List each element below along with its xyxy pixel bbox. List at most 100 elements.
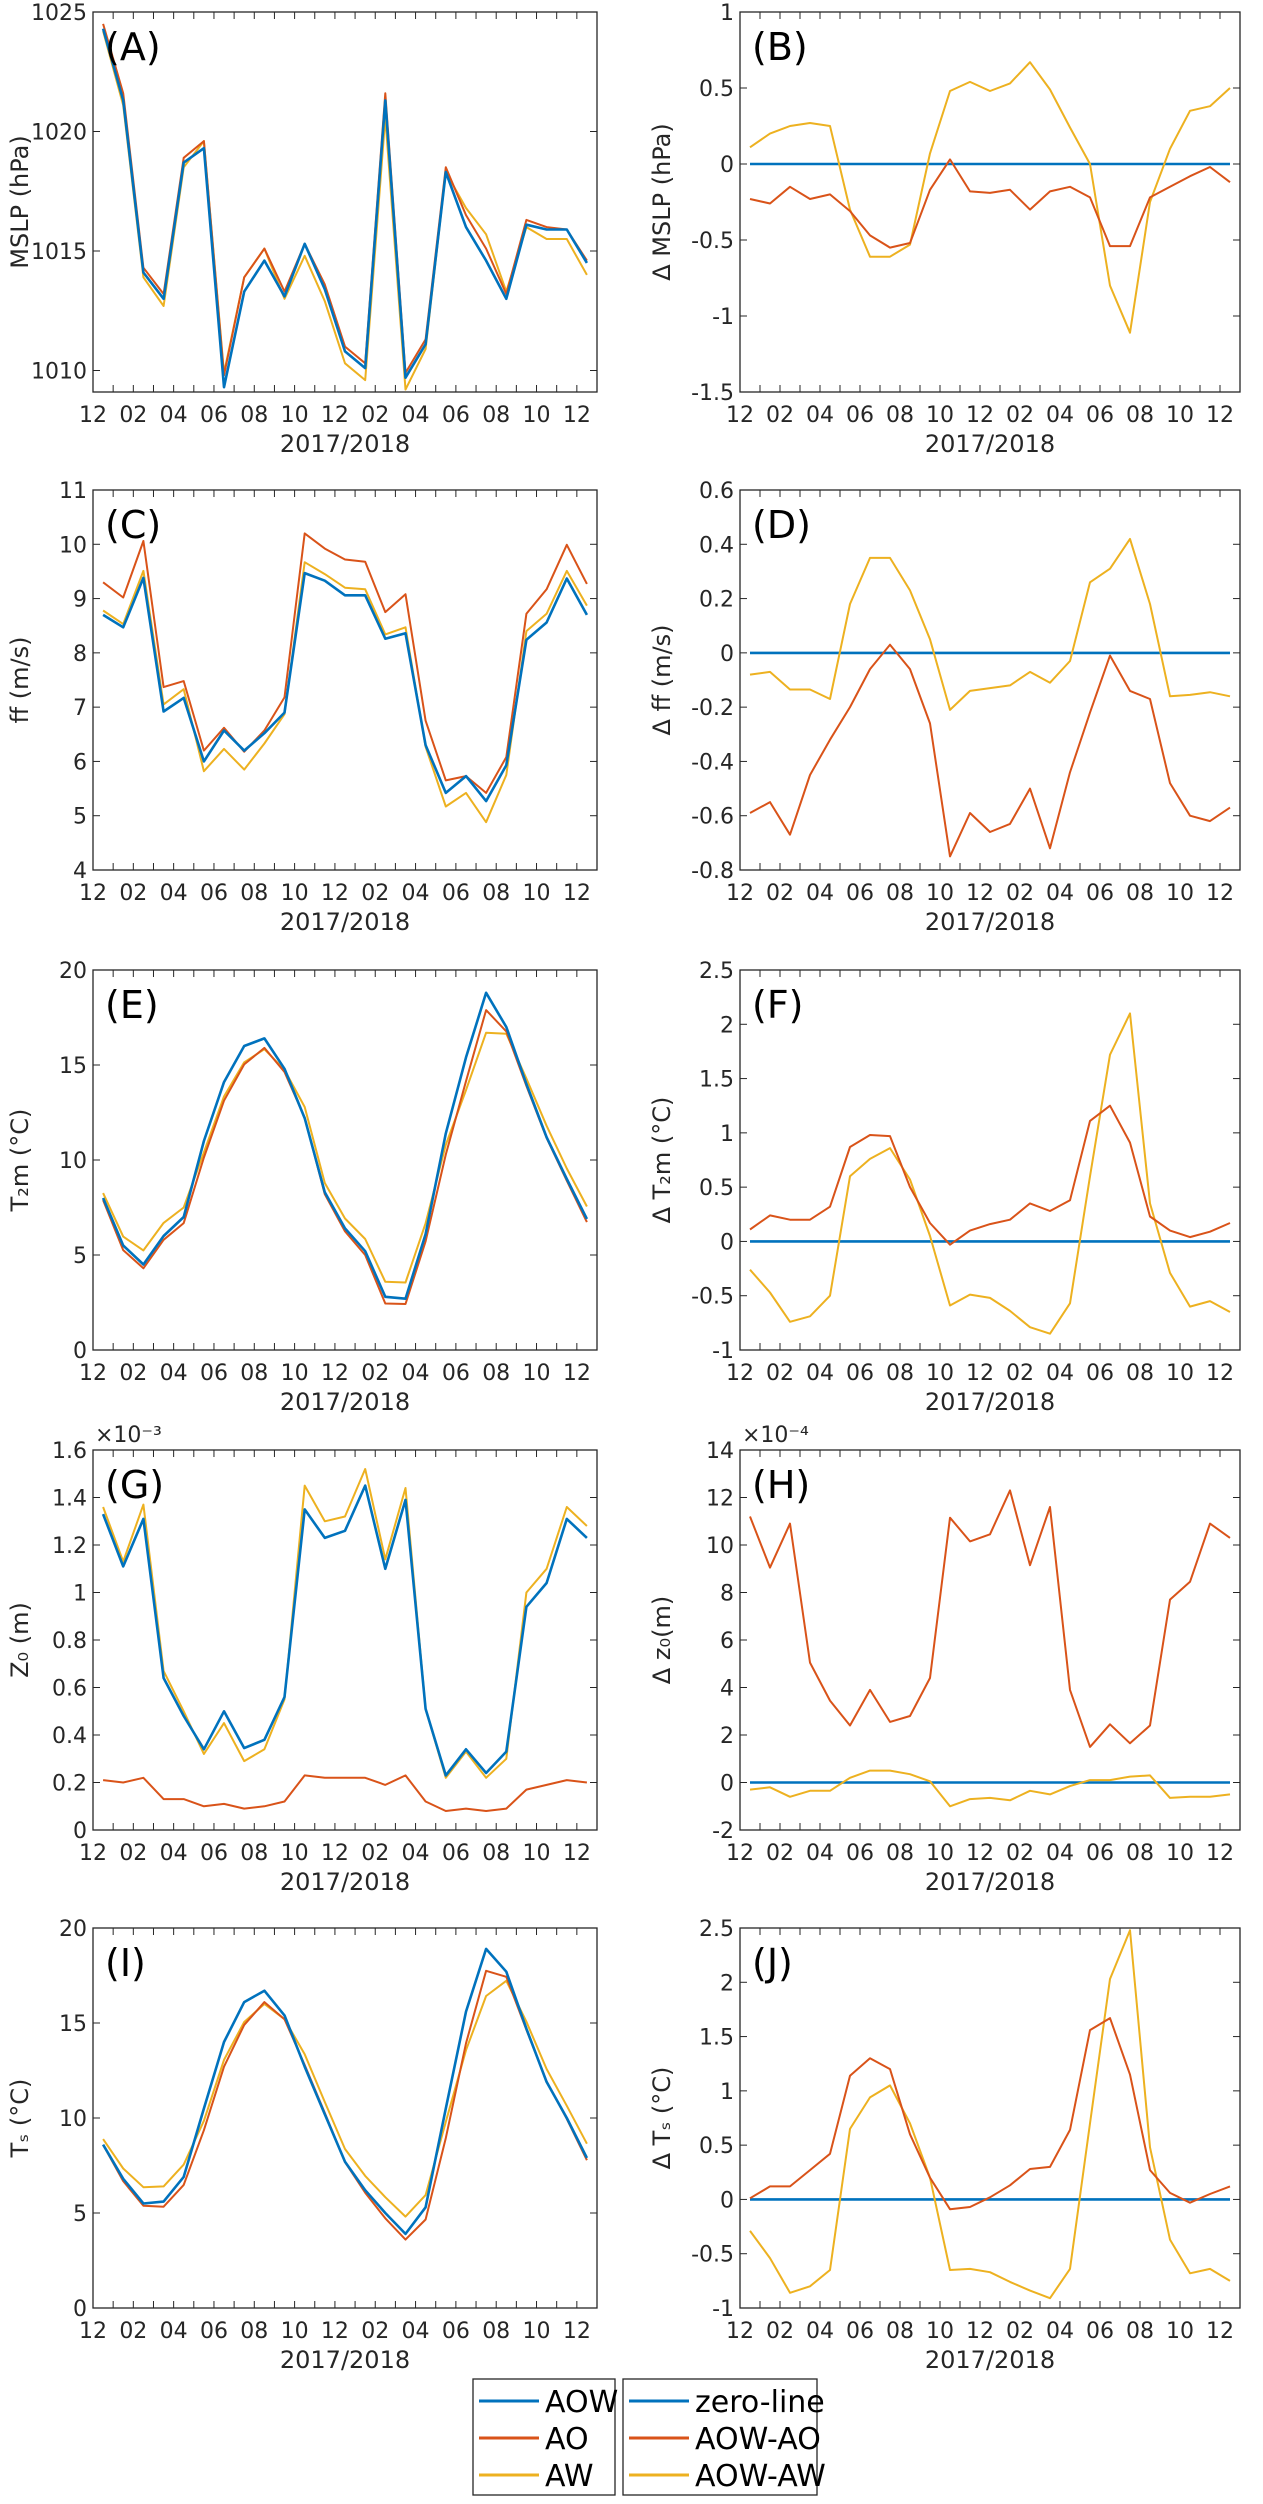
y-tick-label: 14 bbox=[706, 1439, 734, 1464]
y-axis-label: Δ T₂m (°C) bbox=[648, 1097, 676, 1224]
x-tick-label: 12 bbox=[726, 403, 754, 428]
x-tick-label: 12 bbox=[563, 881, 591, 906]
y-tick-label: -0.8 bbox=[691, 859, 734, 884]
y-tick-label: 5 bbox=[73, 805, 87, 830]
panel-a: 12 02 04 06 08 10 12 02 04 06 08 10 122017/201810101… bbox=[6, 1, 598, 458]
x-tick-label: 04 bbox=[1046, 2319, 1074, 2344]
x-tick-label: 04 bbox=[402, 881, 430, 906]
y-tick-label: 5 bbox=[73, 2202, 87, 2227]
legend-entry: AW bbox=[545, 2459, 594, 2494]
y-tick-label: 2.5 bbox=[699, 959, 734, 984]
x-tick-label: 12 bbox=[726, 2319, 754, 2344]
x-tick-label: 02 bbox=[766, 881, 794, 906]
x-tick-label: 10 bbox=[926, 1361, 954, 1386]
x-tick-label: 08 bbox=[482, 881, 510, 906]
y-tick-label: 0 bbox=[720, 2188, 734, 2213]
x-tick-label: 04 bbox=[1046, 403, 1074, 428]
y-tick-label: -1 bbox=[712, 1339, 734, 1364]
y-tick-label: 0 bbox=[720, 153, 734, 178]
series-line-aw bbox=[102, 1468, 588, 1779]
x-tick-label: 08 bbox=[482, 1841, 510, 1866]
x-tick-label: 10 bbox=[281, 1841, 309, 1866]
y-axis-label: ff (m/s) bbox=[6, 637, 34, 724]
y-tick-label: 1.6 bbox=[52, 1439, 87, 1464]
y-tick-label: 0.8 bbox=[52, 1629, 87, 1654]
y-tick-label: 0 bbox=[73, 1819, 87, 1844]
x-tick-label: 06 bbox=[846, 881, 874, 906]
panel-d: 12 02 04 06 08 10 12 02 04 06 08 10 122017/2018-0.8-… bbox=[648, 479, 1241, 936]
panel-label: (I) bbox=[105, 1941, 146, 1985]
y-tick-label: 1025 bbox=[31, 1, 87, 26]
y-axis-label: Δ z₀(m) bbox=[648, 1596, 676, 1684]
x-tick-label: 08 bbox=[240, 1361, 268, 1386]
y-tick-label: -1.5 bbox=[691, 381, 734, 406]
x-tick-label: 04 bbox=[160, 881, 188, 906]
y-tick-label: 8 bbox=[720, 1582, 734, 1607]
y-axis-label: Δ MSLP (hPa) bbox=[648, 123, 676, 281]
series-line-aow bbox=[101, 991, 589, 1300]
series-line-ao bbox=[102, 1774, 588, 1812]
y-tick-label: 1.5 bbox=[699, 2026, 734, 2051]
panel-f: 12 02 04 06 08 10 12 02 04 06 08 10 122017/2018-1-0.… bbox=[648, 959, 1241, 1416]
y-tick-label: 20 bbox=[59, 959, 87, 984]
x-tick-label: 02 bbox=[119, 2319, 147, 2344]
series-line-aow-aw bbox=[749, 1929, 1231, 2300]
y-tick-label: 5 bbox=[73, 1244, 87, 1269]
legend-entry: AOW-AO bbox=[695, 2422, 821, 2457]
y-tick-label: 0.4 bbox=[52, 1724, 87, 1749]
y-tick-label: -0.5 bbox=[691, 2243, 734, 2268]
x-tick-label: 12 bbox=[1206, 1361, 1234, 1386]
x-tick-label: 12 bbox=[79, 1361, 107, 1386]
series-line-aw bbox=[102, 561, 588, 824]
y-tick-label: 0 bbox=[720, 642, 734, 667]
y-axis-label: Z₀ (m) bbox=[6, 1602, 34, 1678]
x-tick-label: 06 bbox=[442, 2319, 470, 2344]
y-tick-label: 0.5 bbox=[699, 77, 734, 102]
x-tick-label: 10 bbox=[1166, 1361, 1194, 1386]
x-tick-label: 02 bbox=[119, 403, 147, 428]
y-tick-label: -0.6 bbox=[691, 805, 734, 830]
y-tick-label: 0.2 bbox=[699, 588, 734, 613]
y-tick-label: 6 bbox=[720, 1629, 734, 1654]
series-line-aow-aw bbox=[749, 1012, 1231, 1335]
x-tick-label: 06 bbox=[846, 403, 874, 428]
panel-label: (H) bbox=[752, 1463, 810, 1507]
x-tick-label: 12 bbox=[726, 1361, 754, 1386]
x-tick-label: 06 bbox=[442, 881, 470, 906]
x-tick-label: 12 bbox=[1206, 403, 1234, 428]
x-tick-label: 04 bbox=[806, 1361, 834, 1386]
x-tick-label: 10 bbox=[281, 2319, 309, 2344]
x-tick-label: 08 bbox=[1126, 1841, 1154, 1866]
y-tick-label: 11 bbox=[59, 479, 87, 504]
y-tick-label: 12 bbox=[706, 1487, 734, 1512]
plot-area bbox=[92, 1449, 598, 1831]
x-tick-label: 12 bbox=[726, 1841, 754, 1866]
series-line-aow-aw bbox=[749, 1769, 1231, 1808]
y-tick-label: 15 bbox=[59, 2012, 87, 2037]
y-tick-label: 7 bbox=[73, 696, 87, 721]
y-axis-label: Δ Tₛ (°C) bbox=[648, 2067, 676, 2170]
y-tick-label: 0.5 bbox=[699, 2134, 734, 2159]
x-tick-label: 10 bbox=[926, 881, 954, 906]
y-tick-label: -2 bbox=[712, 1819, 734, 1844]
x-tick-label: 08 bbox=[482, 403, 510, 428]
x-tick-label: 04 bbox=[160, 1361, 188, 1386]
x-tick-label: 02 bbox=[1006, 1841, 1034, 1866]
x-tick-label: 12 bbox=[321, 2319, 349, 2344]
x-tick-label: 12 bbox=[563, 1841, 591, 1866]
x-tick-label: 04 bbox=[806, 403, 834, 428]
x-tick-label: 10 bbox=[523, 881, 551, 906]
panel-label: (C) bbox=[105, 503, 161, 547]
y-tick-label: 6 bbox=[73, 750, 87, 775]
series-line-aow-ao bbox=[749, 158, 1231, 249]
x-tick-label: 12 bbox=[79, 1841, 107, 1866]
x-tick-label: 02 bbox=[361, 403, 389, 428]
x-tick-label: 02 bbox=[361, 1361, 389, 1386]
x-tick-label: 08 bbox=[482, 1361, 510, 1386]
x-tick-label: 12 bbox=[726, 881, 754, 906]
x-tick-label: 04 bbox=[1046, 1841, 1074, 1866]
x-tick-label: 10 bbox=[926, 1841, 954, 1866]
y-tick-label: 2.5 bbox=[699, 1917, 734, 1942]
x-tick-label: 02 bbox=[119, 1361, 147, 1386]
plot-area bbox=[739, 11, 1241, 393]
